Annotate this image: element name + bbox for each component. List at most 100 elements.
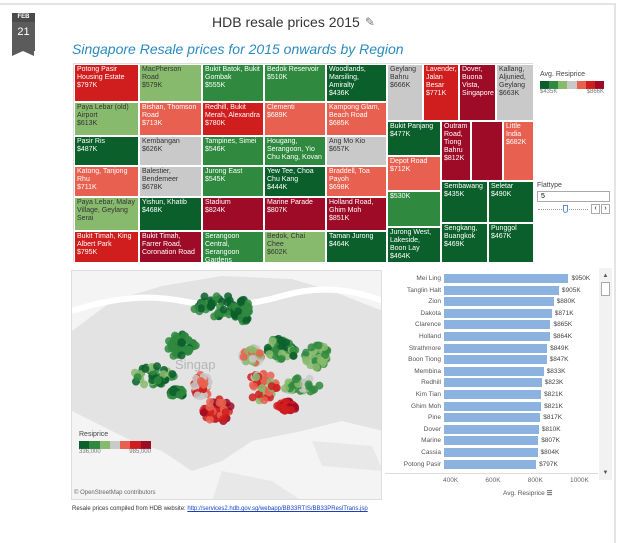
bar-row[interactable]: Pine $817K: [385, 412, 600, 423]
map-point[interactable]: [248, 393, 257, 402]
bar[interactable]: [444, 355, 547, 365]
map-point[interactable]: [177, 351, 186, 360]
map-point[interactable]: [205, 415, 214, 424]
treemap-tile[interactable]: Kembangan $626K: [139, 136, 202, 166]
map-point[interactable]: [159, 370, 168, 379]
bar[interactable]: [444, 297, 554, 307]
bar[interactable]: [444, 320, 551, 330]
treemap-tile[interactable]: Holland Road, Ghim Moh $851K: [326, 197, 387, 231]
treemap-tile[interactable]: Jurong West, Lakeside, Boon Lay $464K: [387, 227, 441, 263]
bar[interactable]: [444, 424, 539, 434]
map-point[interactable]: [292, 375, 301, 384]
treemap-tile[interactable]: Outram Road, Tiong Bahru $812K: [441, 121, 471, 181]
treemap-tile[interactable]: Hougang, Serangoon, Yio Chu Kang, Kovan: [264, 136, 326, 166]
bar-row[interactable]: Holland $864K: [385, 331, 600, 342]
treemap-tile[interactable]: Paya Lebar (old) Airport $613K: [74, 102, 139, 136]
bar-row[interactable]: Strathmore $849K: [385, 343, 600, 354]
bar[interactable]: [444, 413, 541, 423]
map-point[interactable]: [277, 354, 286, 363]
bar-row[interactable]: Tanglin Halt $905K: [385, 285, 600, 296]
chevron-left-icon[interactable]: ‹: [591, 204, 600, 214]
map-point[interactable]: [133, 373, 142, 382]
map-point[interactable]: [169, 388, 178, 397]
bar[interactable]: [444, 401, 542, 411]
treemap-tile[interactable]: Lavender, Jalan Besar $771K: [423, 64, 459, 121]
scrollbar[interactable]: ▲ ▼: [599, 268, 612, 480]
map-point[interactable]: [178, 338, 187, 347]
treemap-tile[interactable]: Balestier, Bendemeer $678K: [139, 166, 202, 197]
bar-row[interactable]: Mei Ling $950K: [385, 273, 600, 284]
treemap-tile[interactable]: Ang Mo Kio $657K: [326, 136, 387, 166]
bar-row[interactable]: Potong Pasir $797K: [385, 459, 600, 470]
bar-row[interactable]: Boon Tiong $847K: [385, 354, 600, 365]
bar[interactable]: [444, 378, 542, 388]
map-point[interactable]: [254, 390, 263, 399]
treemap-tile[interactable]: Seletar $490K: [488, 181, 534, 223]
map-point[interactable]: [197, 304, 206, 313]
treemap-tile[interactable]: Kallang, Aljunied, Geylang $663K: [496, 64, 534, 121]
treemap-tile[interactable]: [471, 121, 503, 181]
map-point[interactable]: [280, 384, 289, 393]
map-point[interactable]: [236, 297, 245, 306]
map-point[interactable]: [267, 382, 276, 391]
treemap-tile[interactable]: Braddell, Toa Payoh $698K: [326, 166, 387, 197]
map-point[interactable]: [141, 364, 150, 373]
map-point[interactable]: [140, 380, 149, 389]
bar[interactable]: [444, 308, 552, 318]
bar-row[interactable]: Redhill $823K: [385, 377, 600, 388]
map-point[interactable]: [252, 373, 261, 382]
bar[interactable]: [444, 343, 548, 353]
scroll-down-icon[interactable]: ▼: [602, 470, 609, 476]
map-point[interactable]: [316, 356, 325, 365]
map-point[interactable]: [184, 346, 193, 355]
treemap-tile[interactable]: Depot Road $712K: [387, 156, 441, 191]
map-point[interactable]: [260, 396, 269, 405]
scroll-up-icon[interactable]: ▲: [602, 273, 609, 279]
map-point[interactable]: [234, 307, 243, 316]
treemap-tile[interactable]: Sengkang, Buangkok $469K: [441, 223, 488, 263]
map-point[interactable]: [257, 384, 266, 393]
bar[interactable]: [444, 436, 539, 446]
map-point[interactable]: [242, 316, 251, 325]
map-point[interactable]: [282, 338, 291, 347]
treemap-tile[interactable]: Jurong East $545K: [202, 166, 264, 197]
map-point[interactable]: [289, 351, 298, 360]
bar-row[interactable]: Marine $807K: [385, 435, 600, 446]
map-point[interactable]: [199, 408, 208, 417]
bar-row[interactable]: Membina $833K: [385, 366, 600, 377]
treemap-tile[interactable]: Bukit Panjang $477K: [387, 121, 441, 156]
treemap-tile[interactable]: Bukit Batok, Bukit Gombak $555K: [202, 64, 264, 102]
map-point[interactable]: [312, 363, 321, 372]
treemap-tile[interactable]: Punggol $467K: [488, 223, 534, 263]
map-point[interactable]: [263, 344, 272, 353]
treemap-tile[interactable]: Woodlands, Marsiling, Amiralty $436K: [326, 64, 387, 102]
map-point[interactable]: [268, 337, 277, 346]
map-point[interactable]: [321, 351, 330, 360]
treemap-tile[interactable]: Bedok, Chai Chee $602K: [264, 231, 326, 263]
map-point[interactable]: [168, 342, 177, 351]
treemap-tile[interactable]: Pasir Ris $487K: [74, 136, 139, 166]
treemap-tile[interactable]: Geylang Bahru $666K: [387, 64, 423, 121]
map-point[interactable]: [244, 303, 253, 312]
treemap-tile[interactable]: Paya Lebar, Malay Village, Geylang Serai: [74, 197, 139, 231]
bar-row[interactable]: Dover $810K: [385, 424, 600, 435]
treemap-tile[interactable]: Tampines, Simei $546K: [202, 136, 264, 166]
bar-row[interactable]: Cassia $804K: [385, 447, 600, 458]
treemap-tile[interactable]: Taman Jurong $464K: [326, 231, 387, 263]
sort-icon[interactable]: ☰: [546, 490, 553, 497]
map-point[interactable]: [153, 362, 162, 371]
bar[interactable]: [444, 285, 559, 295]
map-point[interactable]: [286, 405, 295, 414]
treemap-tile[interactable]: Bukit Timah, King Albert Park $795K: [74, 231, 139, 263]
bar[interactable]: [444, 274, 569, 283]
treemap-tile[interactable]: Clementi $689K: [264, 102, 326, 136]
map-point[interactable]: [196, 376, 205, 385]
treemap-tile[interactable]: Stadium $824K: [202, 197, 264, 231]
map-point[interactable]: [200, 292, 209, 301]
treemap-tile[interactable]: Bishan, Thomson Road $713K: [139, 102, 202, 136]
chevron-right-icon[interactable]: ›: [601, 204, 610, 214]
map-point[interactable]: [180, 332, 189, 341]
map-point[interactable]: [190, 305, 199, 314]
treemap-tile[interactable]: Dover, Buona Vista, Singapore: [459, 64, 496, 121]
map-point[interactable]: [168, 370, 177, 379]
